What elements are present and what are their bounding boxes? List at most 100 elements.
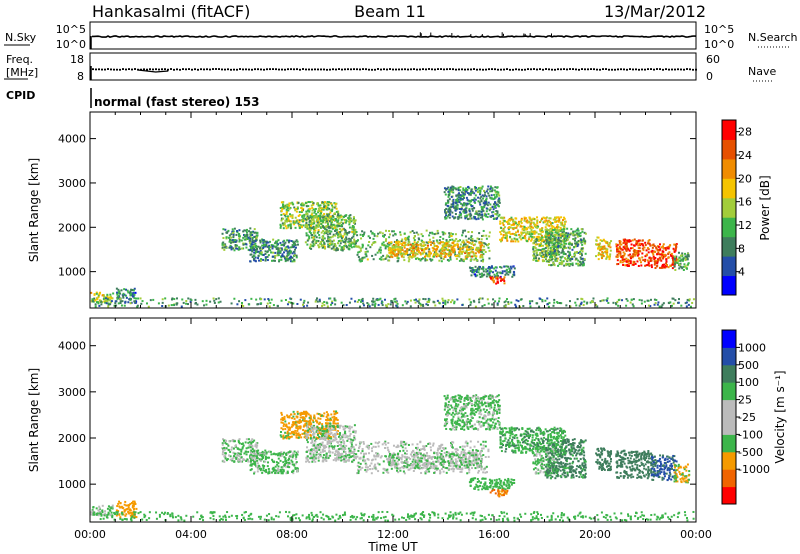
power-cell [478, 232, 481, 235]
power-cell [671, 257, 674, 260]
power-cell [647, 251, 650, 254]
power-cell [543, 221, 546, 224]
freq-trace-dot [197, 68, 199, 71]
power-cell [283, 221, 286, 224]
power-cell [509, 271, 512, 274]
freq-trace-dot [125, 68, 127, 71]
power-cell [621, 258, 624, 261]
power-cell [534, 223, 537, 226]
power-cell [329, 216, 332, 219]
power-cell [485, 275, 488, 278]
power-cell [289, 227, 292, 230]
power-cell [517, 230, 520, 233]
power-cell [623, 259, 626, 262]
power-cell [644, 241, 647, 244]
velocity-cell [227, 444, 230, 447]
velocity-cell [282, 453, 285, 456]
power-cell [302, 220, 305, 223]
power-cell [296, 206, 299, 209]
power-cell [484, 191, 487, 194]
power-cell [557, 233, 560, 236]
power-cell [489, 185, 492, 188]
power-cell [534, 255, 537, 258]
power-cell [555, 226, 558, 229]
power-cell [388, 243, 391, 246]
power-cell [388, 259, 391, 262]
power-cell [322, 216, 325, 219]
power-cell [322, 201, 325, 204]
power-cell [461, 198, 464, 201]
power-cell [349, 218, 352, 221]
power-cell [602, 246, 605, 249]
power-cell [488, 257, 491, 260]
power-cell [583, 258, 586, 261]
power-cell [294, 240, 297, 243]
freq-trace-dot [659, 68, 661, 71]
power-cell [392, 248, 395, 251]
power-cell [435, 249, 438, 252]
power-cell [358, 250, 361, 253]
power-cell [632, 298, 635, 301]
power-cell [526, 221, 529, 224]
power-cell [380, 258, 383, 261]
power-cell [456, 240, 459, 243]
power-cell [618, 247, 621, 250]
power-cell [308, 210, 311, 213]
power-cell [536, 220, 539, 223]
power-cell [492, 298, 495, 301]
power-cell [316, 221, 319, 224]
power-cell [353, 230, 356, 233]
power-cell [282, 224, 285, 227]
power-cell [296, 207, 299, 210]
freq-trace-dot [422, 68, 424, 71]
power-cell [253, 255, 256, 258]
power-cell [458, 259, 461, 262]
power-cell [615, 245, 618, 248]
power-cell [606, 253, 609, 256]
power-cell [472, 270, 475, 273]
power-cell [288, 213, 291, 216]
power-cell [334, 234, 337, 237]
power-cell [442, 301, 445, 304]
power-cell [132, 293, 135, 296]
power-cell [548, 224, 551, 227]
power-cell [459, 186, 462, 189]
power-cell [346, 233, 349, 236]
power-cell [496, 272, 499, 275]
power-cell [232, 233, 235, 236]
power-cell [327, 243, 330, 246]
power-cell [325, 205, 328, 208]
power-cell [387, 303, 390, 306]
power-cell [484, 250, 487, 253]
velocity-cell [243, 458, 246, 461]
power-cell [390, 242, 393, 245]
power-cell [339, 214, 342, 217]
velocity-cell [277, 465, 280, 468]
power-cell [130, 292, 133, 295]
power-cell [536, 302, 539, 305]
freq-trace-dot [317, 68, 319, 71]
power-cell [333, 226, 336, 229]
power-cell [396, 245, 399, 248]
power-cell [260, 251, 263, 254]
power-cell [464, 215, 467, 218]
power-cell [371, 303, 374, 306]
power-cell [459, 199, 462, 202]
power-cell [449, 256, 452, 259]
power-cell [311, 212, 314, 215]
power-cell [554, 235, 557, 238]
power-cell [545, 233, 548, 236]
power-cell [678, 256, 681, 259]
power-cell [289, 251, 292, 254]
power-cell [238, 237, 241, 240]
power-cell [466, 244, 469, 247]
power-cell [385, 256, 388, 259]
power-cell [285, 255, 288, 258]
power-cell [532, 221, 535, 224]
power-cell [334, 224, 337, 227]
power-cell [545, 216, 548, 219]
power-cell [293, 250, 296, 253]
power-cell [687, 253, 690, 256]
power-cell [499, 216, 502, 219]
power-cell [453, 250, 456, 253]
